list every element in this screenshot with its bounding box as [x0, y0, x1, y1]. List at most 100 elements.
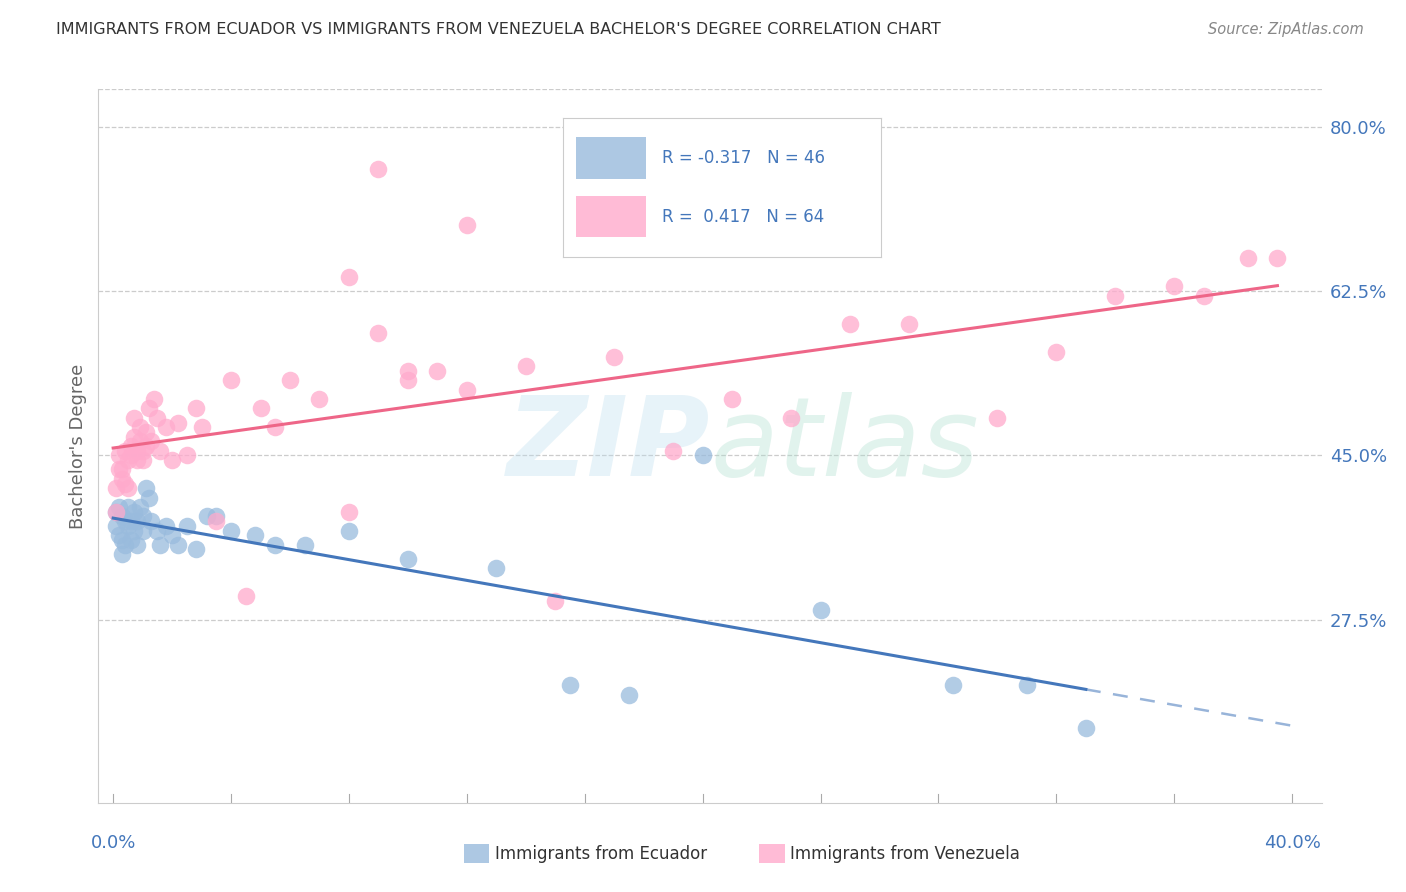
Point [131, 509, 153, 524]
Point [367, 161, 389, 176]
Point [135, 481, 157, 495]
Point [692, 449, 714, 463]
Point [167, 416, 190, 430]
Point [337, 524, 360, 538]
Point [114, 514, 136, 528]
Y-axis label: Bachelor's Degree: Bachelor's Degree [69, 363, 87, 529]
Point [160, 453, 183, 467]
Point [1237, 251, 1260, 265]
Point [155, 518, 177, 533]
Point [205, 514, 228, 528]
Point [138, 491, 160, 505]
Point [111, 509, 134, 524]
Point [120, 514, 142, 528]
Point [108, 449, 131, 463]
Point [986, 410, 1008, 425]
Point [1045, 345, 1067, 359]
Point [396, 373, 419, 387]
Text: Immigrants from Venezuela: Immigrants from Venezuela [790, 845, 1019, 863]
Point [146, 524, 169, 538]
Point [839, 317, 862, 331]
Point [143, 392, 166, 406]
Point [128, 500, 150, 514]
Point [810, 603, 832, 617]
Point [122, 429, 145, 443]
Point [105, 505, 128, 519]
Point [114, 443, 136, 458]
Point [1267, 251, 1289, 265]
Point [456, 219, 478, 233]
Point [141, 514, 163, 528]
Point [117, 481, 139, 495]
Point [249, 401, 271, 416]
Point [176, 449, 198, 463]
Point [160, 528, 183, 542]
Point [1192, 289, 1215, 303]
Point [219, 373, 242, 387]
Point [603, 350, 626, 364]
Point [367, 326, 389, 341]
Point [942, 678, 965, 692]
Point [1163, 279, 1185, 293]
Point [117, 518, 139, 533]
Point [111, 472, 134, 486]
Point [544, 594, 567, 608]
Point [278, 373, 301, 387]
Point [120, 533, 142, 547]
Point [243, 528, 266, 542]
Point [111, 533, 134, 547]
Point [141, 434, 163, 449]
Point [167, 538, 190, 552]
Point [337, 505, 360, 519]
Point [108, 462, 131, 476]
Point [205, 509, 228, 524]
Point [125, 443, 148, 458]
Point [120, 439, 142, 453]
Point [128, 434, 150, 449]
Point [617, 688, 640, 702]
Point [149, 538, 172, 552]
Text: IMMIGRANTS FROM ECUADOR VS IMMIGRANTS FROM VENEZUELA BACHELOR'S DEGREE CORRELATI: IMMIGRANTS FROM ECUADOR VS IMMIGRANTS FR… [56, 22, 941, 37]
Point [219, 524, 242, 538]
Point [176, 518, 198, 533]
Point [337, 270, 360, 285]
Text: Immigrants from Ecuador: Immigrants from Ecuador [495, 845, 707, 863]
Point [131, 453, 153, 467]
Text: 0.0%: 0.0% [90, 834, 136, 852]
Point [149, 443, 172, 458]
Point [105, 518, 128, 533]
Point [108, 528, 131, 542]
Point [308, 392, 330, 406]
Point [105, 505, 128, 519]
Text: ZIP: ZIP [506, 392, 710, 500]
Point [1074, 721, 1097, 735]
Point [515, 359, 537, 374]
Point [235, 589, 257, 603]
Point [1104, 289, 1126, 303]
Point [190, 420, 212, 434]
Point [114, 538, 136, 552]
Point [131, 524, 153, 538]
Point [138, 401, 160, 416]
Point [396, 551, 419, 566]
Point [125, 538, 148, 552]
Point [131, 443, 153, 458]
Point [125, 514, 148, 528]
Point [117, 500, 139, 514]
Point [155, 420, 177, 434]
Point [197, 509, 219, 524]
Point [105, 481, 128, 495]
Point [117, 453, 139, 467]
Point [120, 449, 142, 463]
Text: 40.0%: 40.0% [1264, 834, 1320, 852]
Point [264, 538, 287, 552]
Point [780, 410, 803, 425]
Point [125, 453, 148, 467]
Point [184, 401, 207, 416]
Point [898, 317, 921, 331]
Point [456, 383, 478, 397]
Point [128, 420, 150, 434]
Point [108, 500, 131, 514]
Point [122, 410, 145, 425]
Point [558, 678, 581, 692]
